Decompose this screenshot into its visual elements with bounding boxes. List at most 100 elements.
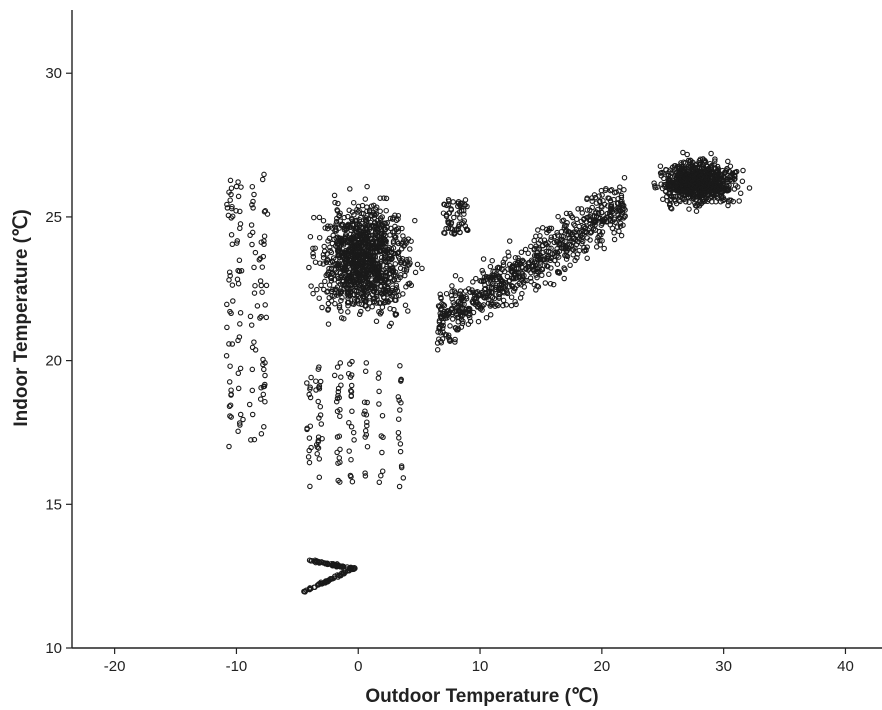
data-point — [687, 174, 693, 181]
data-point — [575, 206, 581, 212]
data-point — [611, 189, 618, 196]
data-point — [390, 272, 397, 279]
data-point — [339, 294, 345, 301]
data-point — [449, 296, 455, 302]
data-point — [233, 208, 239, 214]
data-point — [457, 215, 463, 221]
data-point — [334, 207, 340, 213]
data-point — [341, 227, 348, 233]
data-point — [686, 191, 692, 197]
data-point — [531, 237, 537, 244]
data-point — [336, 245, 343, 252]
data-point — [472, 298, 479, 305]
data-point — [708, 178, 714, 184]
data-point — [310, 250, 316, 257]
data-point — [351, 288, 358, 294]
data-point — [478, 278, 485, 285]
data-point — [521, 259, 527, 265]
data-point — [598, 209, 605, 216]
data-point — [251, 436, 258, 443]
data-point — [448, 219, 455, 226]
data-point — [347, 186, 353, 192]
data-point — [385, 246, 392, 253]
data-point — [383, 298, 389, 304]
data-point — [332, 300, 338, 307]
data-point — [378, 230, 384, 237]
data-point — [257, 255, 264, 262]
x-tick-label: 0 — [354, 658, 362, 675]
data-point — [462, 223, 469, 229]
data-point — [598, 187, 605, 194]
data-point — [261, 366, 267, 373]
data-point — [370, 270, 377, 276]
data-point — [616, 228, 622, 235]
data-point — [512, 254, 519, 261]
data-point — [234, 240, 240, 246]
data-point — [730, 198, 737, 205]
data-point — [693, 208, 700, 214]
data-point — [306, 459, 313, 466]
data-point — [230, 298, 236, 304]
data-point — [488, 289, 495, 296]
data-point — [318, 421, 325, 427]
data-point — [596, 232, 602, 239]
data-point — [435, 329, 441, 335]
data-point — [528, 278, 534, 285]
data-point — [262, 398, 268, 405]
data-point — [542, 280, 549, 286]
data-point — [312, 259, 319, 265]
data-point — [440, 329, 446, 336]
data-point — [466, 308, 473, 314]
data-point — [224, 301, 230, 308]
data-point — [452, 290, 459, 296]
data-point — [712, 158, 718, 164]
data-point — [229, 241, 236, 248]
data-point — [584, 196, 590, 203]
data-point — [226, 403, 233, 410]
data-point — [459, 296, 465, 302]
data-point — [693, 185, 699, 191]
data-point — [563, 210, 570, 217]
data-point — [392, 223, 398, 230]
data-point — [262, 381, 268, 388]
data-point — [665, 175, 672, 182]
data-point — [403, 256, 410, 263]
data-point — [383, 259, 389, 265]
data-point — [344, 290, 351, 296]
data-point — [307, 386, 313, 392]
data-point — [327, 259, 334, 266]
data-point — [388, 256, 395, 262]
data-point — [356, 257, 362, 264]
data-point — [437, 330, 444, 336]
data-point — [458, 324, 465, 330]
data-point — [331, 192, 338, 199]
data-point — [707, 183, 714, 190]
data-point — [235, 280, 242, 287]
data-point — [392, 311, 399, 317]
data-point — [568, 242, 575, 249]
data-point — [587, 212, 594, 218]
data-point — [249, 411, 256, 418]
data-point — [329, 576, 336, 582]
data-point — [258, 431, 265, 437]
data-point — [407, 246, 413, 252]
data-point — [548, 237, 554, 243]
data-point — [406, 256, 412, 262]
data-point — [334, 273, 341, 279]
data-point — [621, 174, 628, 181]
data-point — [333, 218, 340, 225]
data-point — [563, 256, 570, 262]
data-point — [584, 255, 590, 262]
data-point — [366, 209, 373, 215]
data-point — [373, 318, 380, 325]
data-point — [447, 323, 453, 329]
data-point — [313, 387, 319, 393]
data-point — [490, 268, 496, 275]
data-point — [455, 200, 461, 207]
data-point — [361, 297, 367, 304]
data-point — [473, 275, 479, 282]
data-point — [733, 168, 740, 175]
x-tick-label: 40 — [837, 658, 854, 675]
data-point — [711, 162, 718, 168]
